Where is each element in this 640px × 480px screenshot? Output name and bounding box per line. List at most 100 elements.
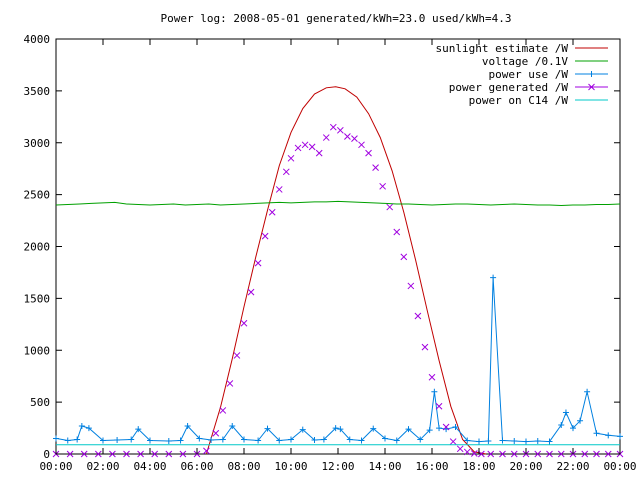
data-point-plus bbox=[511, 438, 518, 445]
data-point-x bbox=[456, 445, 464, 453]
data-point-plus bbox=[534, 438, 541, 445]
data-point-x bbox=[499, 450, 506, 458]
data-point-x bbox=[123, 450, 130, 458]
y-tick-label: 2500 bbox=[24, 189, 51, 202]
data-point-x bbox=[308, 143, 316, 151]
series-layer bbox=[52, 86, 624, 458]
y-tick-label: 1500 bbox=[24, 292, 51, 305]
data-point-x bbox=[421, 343, 429, 351]
data-point-x bbox=[557, 450, 565, 458]
data-point-x bbox=[463, 448, 471, 456]
data-point-plus bbox=[165, 438, 172, 445]
data-point-x bbox=[179, 450, 187, 458]
data-point-plus bbox=[177, 437, 184, 444]
data-point-x bbox=[581, 450, 589, 458]
data-point-x bbox=[165, 450, 173, 458]
data-point-x bbox=[588, 83, 595, 91]
data-point-x bbox=[287, 154, 295, 162]
series-voltage-0-1v bbox=[55, 200, 621, 207]
legend-label: power on C14 /W bbox=[469, 94, 569, 107]
x-tick-label: 08:00 bbox=[227, 460, 260, 473]
data-point-plus bbox=[417, 436, 424, 443]
data-point-x bbox=[109, 450, 116, 458]
data-point-x bbox=[219, 407, 227, 414]
data-point-plus bbox=[584, 388, 591, 395]
x-tick-label: 00:00 bbox=[603, 460, 636, 473]
data-point-x bbox=[240, 319, 248, 327]
series-power-use-w bbox=[53, 274, 623, 445]
chart-title: Power log: 2008-05-01 generated/kWh=23.0… bbox=[161, 12, 512, 25]
x-tick-label: 18:00 bbox=[462, 460, 495, 473]
data-point-x bbox=[510, 450, 518, 458]
data-point-x bbox=[604, 450, 612, 458]
data-point-x bbox=[428, 373, 436, 381]
data-point-plus bbox=[426, 427, 433, 434]
x-tick-label: 12:00 bbox=[321, 460, 354, 473]
data-point-plus bbox=[135, 426, 142, 433]
data-point-x bbox=[151, 450, 159, 458]
legend-label: power use /W bbox=[489, 68, 569, 81]
legend-label: power generated /W bbox=[449, 81, 569, 94]
y-tick-label: 1000 bbox=[24, 344, 51, 357]
data-point-x bbox=[386, 203, 394, 211]
data-point-plus bbox=[184, 422, 191, 429]
x-tick-label: 10:00 bbox=[274, 460, 307, 473]
data-point-plus bbox=[452, 424, 459, 431]
data-point-x bbox=[294, 144, 302, 152]
data-point-plus bbox=[208, 436, 215, 443]
data-point-x bbox=[400, 253, 408, 261]
data-point-plus bbox=[393, 437, 400, 444]
data-point-plus bbox=[570, 425, 576, 432]
x-tick-label: 22:00 bbox=[556, 460, 589, 473]
data-point-x bbox=[351, 135, 358, 142]
data-point-x bbox=[365, 149, 372, 157]
data-point-plus bbox=[64, 437, 71, 444]
data-point-plus bbox=[85, 425, 92, 432]
data-point-x bbox=[442, 423, 450, 431]
data-point-plus bbox=[558, 421, 565, 428]
x-tick-label: 06:00 bbox=[180, 460, 213, 473]
data-point-plus bbox=[605, 432, 612, 439]
y-tick-label: 3000 bbox=[24, 137, 51, 150]
x-tick-label: 16:00 bbox=[415, 460, 448, 473]
data-point-x bbox=[470, 450, 478, 457]
data-point-plus bbox=[255, 437, 262, 444]
data-point-x bbox=[212, 429, 220, 437]
data-point-x bbox=[546, 450, 553, 458]
data-point-x bbox=[233, 352, 241, 359]
data-point-plus bbox=[405, 426, 412, 433]
y-tick-label: 3500 bbox=[24, 85, 51, 98]
data-point-plus bbox=[562, 409, 569, 416]
y-tick-label: 0 bbox=[43, 448, 50, 461]
data-point-x bbox=[329, 123, 337, 131]
data-point-plus bbox=[431, 388, 438, 395]
data-point-plus bbox=[523, 438, 529, 445]
data-point-x bbox=[94, 450, 102, 458]
data-point-x bbox=[137, 450, 144, 458]
data-point-plus bbox=[320, 436, 327, 443]
data-point-plus bbox=[370, 425, 377, 432]
data-point-x bbox=[393, 228, 401, 236]
data-point-x bbox=[358, 141, 365, 149]
x-tick-label: 00:00 bbox=[39, 460, 72, 473]
y-tick-label: 4000 bbox=[24, 33, 51, 46]
data-point-plus bbox=[276, 437, 283, 444]
data-point-x bbox=[379, 182, 387, 190]
data-point-plus bbox=[436, 425, 443, 432]
legend-label: sunlight estimate /W bbox=[436, 42, 569, 55]
data-point-plus bbox=[229, 422, 236, 429]
data-point-plus bbox=[332, 425, 339, 432]
x-tick-label: 14:00 bbox=[368, 460, 401, 473]
data-point-x bbox=[261, 232, 269, 240]
data-point-plus bbox=[196, 435, 203, 442]
data-point-plus bbox=[147, 437, 153, 444]
data-point-plus bbox=[577, 417, 584, 424]
data-point-x bbox=[226, 380, 234, 387]
y-tick-label: 2000 bbox=[24, 241, 51, 254]
data-point-x bbox=[336, 126, 344, 134]
data-point-plus bbox=[114, 436, 121, 443]
data-point-x bbox=[268, 208, 276, 216]
data-point-plus bbox=[593, 430, 600, 437]
data-point-plus bbox=[311, 436, 318, 443]
data-point-x bbox=[372, 164, 379, 172]
